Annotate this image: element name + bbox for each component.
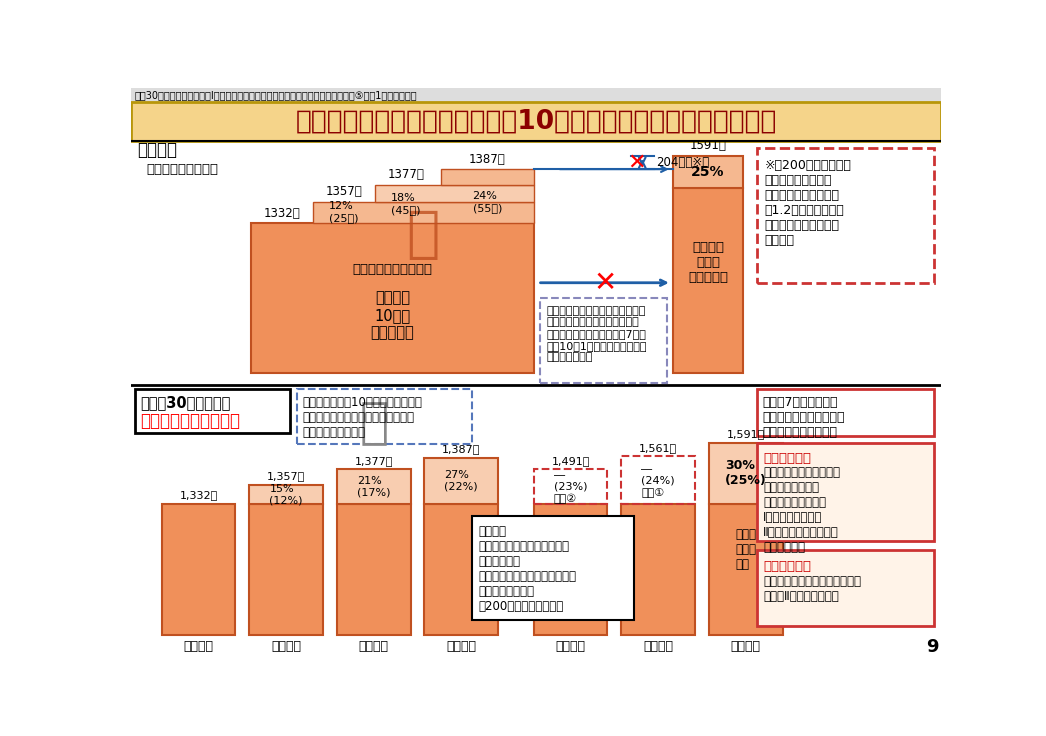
Text: 204点（※）: 204点（※） (656, 156, 709, 169)
Text: 1,357点: 1,357点 (267, 471, 305, 481)
Text: 【実績部分】: 【実績部分】 (764, 452, 811, 464)
Bar (249, 504, 323, 635)
Text: 1,387点: 1,387点 (442, 444, 480, 454)
Text: 入院料６: 入院料６ (271, 640, 301, 653)
Bar (440, 169, 533, 185)
Text: 1387点: 1387点 (469, 153, 505, 166)
Text: 入院料５: 入院料５ (359, 640, 389, 653)
Bar (135, 389, 290, 434)
Text: 1,377点: 1,377点 (355, 456, 393, 466)
Text: 報酬の差が大きいこと、また、管
理単位が異なると弾力的な傾斜
配置ができないことから、7対１
から10対1への届出変更は実質
的に困難な状態: 報酬の差が大きいこと、また、管 理単位が異なると弾力的な傾斜 配置ができないこと… (546, 306, 646, 362)
Bar (540, 298, 667, 383)
Text: ―
(24%)
中間①: ― (24%) 中間① (641, 464, 675, 497)
Bar (533, 504, 608, 635)
Text: 24%
(55点): 24% (55点) (473, 191, 502, 213)
Bar (425, 504, 498, 635)
Bar (249, 485, 323, 504)
Text: 30%
(25%): 30% (25%) (725, 459, 767, 487)
Bar (709, 504, 782, 635)
Text: 一般病棟
10対１
入院基本料: 一般病棟 10対１ 入院基本料 (370, 291, 414, 340)
Bar (757, 551, 934, 626)
Text: （　）内は重症度、医療・看護
必要度Ⅱの該当患者割合: （ ）内は重症度、医療・看護 必要度Ⅱの該当患者割合 (764, 575, 861, 603)
Bar (297, 389, 472, 444)
Text: 21%
(17%): 21% (17%) (357, 476, 390, 498)
Text: 入院料４～７（10対１）から入院料
２～３に、直接届出できない（入院
料１の実績が必要）: 入院料４～７（10対１）から入院料 ２～３に、直接届出できない（入院 料１の実績… (302, 396, 423, 439)
Bar (374, 185, 533, 202)
Text: ＜要件＞
・入院料１の届出実績が必要
・調査の対象
・該当患者割合は診療実績デー
　タを用いて評価
・200床未満の経過措置: ＜要件＞ ・入院料１の届出実績が必要 ・調査の対象 ・該当患者割合は診療実績デー… (478, 525, 576, 613)
Text: 1,332点: 1,332点 (180, 490, 218, 500)
Text: 25%: 25% (691, 166, 725, 180)
Bar (337, 470, 410, 504)
Text: 18%
(45点): 18% (45点) (391, 193, 420, 215)
Text: 現行の
７対１
相当: 現行の ７対１ 相当 (735, 528, 756, 571)
Text: 入院料１: 入院料１ (731, 640, 760, 653)
Text: 一般病棟入院基本料: 一般病棟入院基本料 (146, 163, 219, 176)
Text: 一般病棟入院基本料（７対１、10対１）の再編・統合のイメージ: 一般病棟入院基本料（７対１、10対１）の再編・統合のイメージ (295, 108, 777, 135)
Text: 現行の7対１について
ニーズに応じた弾力的か
つ円滑な対応を可能に: 現行の7対１について ニーズに応じた弾力的か つ円滑な対応を可能に (763, 396, 845, 439)
Text: 入院料７: 入院料７ (183, 640, 213, 653)
Bar (621, 456, 695, 504)
Text: ⌣: ⌣ (359, 399, 388, 447)
Bar (313, 202, 533, 223)
Text: 1591点: 1591点 (689, 139, 727, 152)
Bar (162, 504, 235, 635)
Text: ―
(23%)
中間②: ― (23%) 中間② (553, 470, 587, 503)
Text: 9: 9 (927, 637, 939, 656)
Text: 1377点: 1377点 (387, 169, 425, 182)
Bar (533, 470, 608, 504)
Bar (674, 188, 743, 373)
Text: 1,591点: 1,591点 (727, 428, 765, 439)
Text: 1332点: 1332点 (264, 207, 300, 220)
Text: 急性期一般入院基本料: 急性期一般入院基本料 (140, 412, 240, 430)
Bar (251, 223, 533, 373)
Bar (131, 102, 941, 141)
Text: 1,491点: 1,491点 (551, 456, 590, 466)
Bar (757, 442, 934, 541)
Bar (337, 504, 410, 635)
Text: 入院料３: 入院料３ (555, 640, 586, 653)
Text: ✕: ✕ (593, 269, 616, 297)
Text: 12%
(25点): 12% (25点) (329, 202, 359, 223)
Text: 平成30年度診療報酬改定　Ⅰ－１．医療機能や患者の状態に応じた入院医療の評価⑤　（1）急性期医療: 平成30年度診療報酬改定 Ⅰ－１．医療機能や患者の状態に応じた入院医療の評価⑤ … (135, 91, 417, 100)
Text: 27%
(22%): 27% (22%) (445, 470, 478, 492)
Text: ※　200床の病院で、
　入院基本料の差を
　試算すると、年間約
　1.2億円程度と推計
　され、影響が非常に
　大きい: ※ 200床の病院で、 入院基本料の差を 試算すると、年間約 1.2億円程度と推… (765, 159, 851, 247)
Text: 入院料４: 入院料４ (447, 640, 476, 653)
Bar (472, 516, 635, 620)
Text: 重症度、医療・看護必要
度の該当患者割合
【見直し後の基準】
Ⅰ）現行の評価方法
Ⅱ）診療実績データによ
　る評価方法: 重症度、医療・看護必要 度の該当患者割合 【見直し後の基準】 Ⅰ）現行の評価方法… (764, 466, 840, 553)
Bar (425, 458, 498, 504)
Text: 【平成30年度改定】: 【平成30年度改定】 (140, 395, 230, 410)
Bar (757, 389, 934, 436)
Text: ✕: ✕ (627, 152, 645, 173)
Text: 1357点: 1357点 (325, 185, 362, 199)
Bar (674, 156, 743, 188)
Text: ⌣: ⌣ (407, 208, 440, 263)
Bar (757, 149, 934, 283)
Text: 【現行】: 【現行】 (137, 141, 177, 159)
Text: 【基本部分】: 【基本部分】 (764, 559, 811, 573)
Text: 一般病棟
７対１
入院基本料: 一般病棟 ７対１ 入院基本料 (688, 241, 728, 284)
Text: 1,561点: 1,561点 (639, 442, 677, 453)
Text: 15%
(12%): 15% (12%) (270, 484, 303, 506)
Text: 入院料２: 入院料２ (643, 640, 674, 653)
Text: 看護必要度加算１～３: 看護必要度加算１～３ (353, 263, 432, 276)
Bar (131, 88, 941, 102)
Bar (621, 504, 695, 635)
Bar (709, 442, 782, 504)
